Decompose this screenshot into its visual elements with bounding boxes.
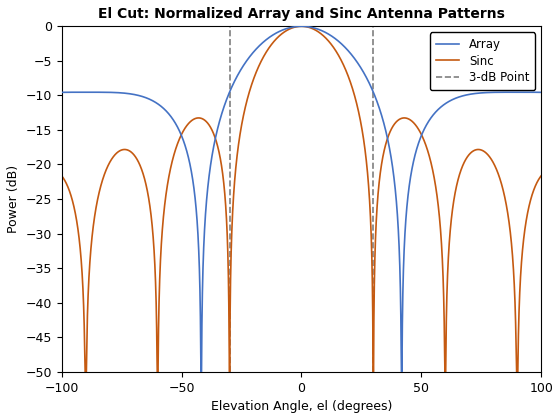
Array <box>285 26 292 31</box>
Sinc <box>348 84 355 89</box>
X-axis label: Elevation Angle, el (degrees): Elevation Angle, el (degrees) <box>211 400 392 413</box>
Sinc <box>507 228 514 233</box>
Line: Array: Array <box>62 26 541 372</box>
Sinc <box>366 197 373 202</box>
Array <box>348 52 355 58</box>
Legend: Array, Sinc, 3-dB Point: Array, Sinc, 3-dB Point <box>430 32 535 90</box>
Array <box>298 24 305 29</box>
Line: Sinc: Sinc <box>62 26 541 372</box>
Array <box>402 229 408 234</box>
Sinc <box>178 132 185 137</box>
Sinc <box>82 369 88 374</box>
Sinc <box>538 173 544 178</box>
Sinc <box>58 173 65 178</box>
Array <box>58 90 65 95</box>
Title: El Cut: Normalized Array and Sinc Antenna Patterns: El Cut: Normalized Array and Sinc Antenn… <box>98 7 505 21</box>
Array <box>507 90 514 95</box>
Y-axis label: Power (dB): Power (dB) <box>7 165 20 233</box>
Array <box>366 81 373 86</box>
Array <box>178 132 185 137</box>
3-dB Point <box>226 17 233 22</box>
3-dB Point <box>226 24 233 29</box>
Sinc <box>402 116 408 121</box>
Array <box>538 90 544 95</box>
Sinc <box>285 27 292 32</box>
Sinc <box>298 24 305 29</box>
Array <box>198 369 204 374</box>
